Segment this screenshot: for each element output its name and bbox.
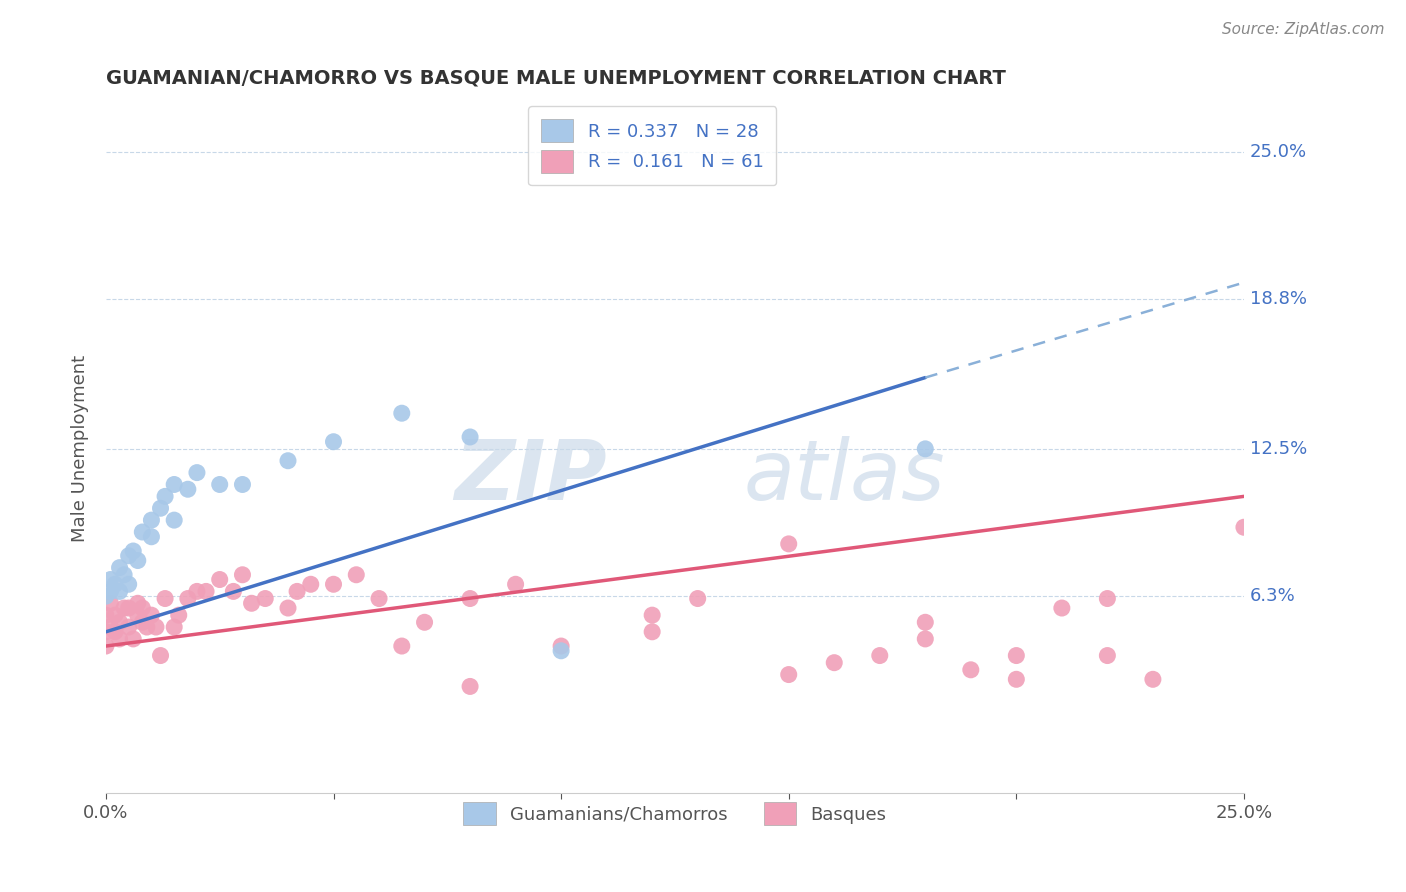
Point <box>458 680 481 694</box>
Point <box>778 537 800 551</box>
Point <box>131 524 153 539</box>
Point <box>368 591 391 606</box>
Point <box>641 624 664 639</box>
Y-axis label: Male Unemployment: Male Unemployment <box>72 355 89 542</box>
Point <box>208 573 231 587</box>
Point <box>550 639 572 653</box>
Text: ZIP: ZIP <box>454 436 606 516</box>
Point <box>108 584 131 599</box>
Point <box>177 482 200 496</box>
Text: 18.8%: 18.8% <box>1250 290 1306 308</box>
Point <box>914 442 936 456</box>
Point <box>153 591 176 606</box>
Point <box>413 615 436 630</box>
Point <box>1233 520 1256 534</box>
Point <box>778 667 800 681</box>
Point <box>823 656 845 670</box>
Point <box>277 454 299 468</box>
Point <box>127 608 149 623</box>
Point <box>149 648 172 663</box>
Point <box>1005 673 1028 687</box>
Point <box>112 601 135 615</box>
Point <box>104 577 127 591</box>
Text: Source: ZipAtlas.com: Source: ZipAtlas.com <box>1222 22 1385 37</box>
Point <box>240 596 263 610</box>
Point <box>869 648 891 663</box>
Point <box>686 591 709 606</box>
Point <box>550 644 572 658</box>
Point <box>118 577 141 591</box>
Point <box>959 663 981 677</box>
Point <box>195 584 218 599</box>
Point <box>277 601 299 615</box>
Point <box>322 434 344 449</box>
Point <box>254 591 277 606</box>
Point <box>153 489 176 503</box>
Point <box>1005 648 1028 663</box>
Text: 12.5%: 12.5% <box>1250 440 1308 458</box>
Point <box>100 584 122 599</box>
Point <box>127 596 149 610</box>
Point <box>391 406 413 420</box>
Point <box>100 596 122 610</box>
Legend: Guamanians/Chamorros, Basques: Guamanians/Chamorros, Basques <box>456 795 894 832</box>
Point <box>118 601 141 615</box>
Point <box>344 567 367 582</box>
Point <box>131 601 153 615</box>
Point <box>1097 648 1119 663</box>
Point <box>135 620 157 634</box>
Text: atlas: atlas <box>744 436 945 516</box>
Point <box>94 639 117 653</box>
Point <box>186 584 208 599</box>
Point <box>163 620 186 634</box>
Point <box>108 632 131 646</box>
Point <box>505 577 527 591</box>
Point <box>163 477 186 491</box>
Point <box>167 608 190 623</box>
Point <box>1142 673 1164 687</box>
Point <box>108 615 131 630</box>
Point <box>94 608 117 623</box>
Point <box>122 544 145 558</box>
Point <box>231 477 253 491</box>
Point <box>118 549 141 563</box>
Point <box>177 591 200 606</box>
Point <box>391 639 413 653</box>
Point <box>118 620 141 634</box>
Point <box>222 584 245 599</box>
Point <box>163 513 186 527</box>
Point <box>208 477 231 491</box>
Point <box>112 567 135 582</box>
Point <box>127 553 149 567</box>
Point <box>641 608 664 623</box>
Point <box>100 620 122 634</box>
Point <box>458 591 481 606</box>
Point <box>145 620 167 634</box>
Point <box>94 624 117 639</box>
Point <box>1050 601 1073 615</box>
Point <box>914 632 936 646</box>
Point <box>458 430 481 444</box>
Text: 25.0%: 25.0% <box>1250 143 1306 161</box>
Point <box>141 530 163 544</box>
Point <box>1097 591 1119 606</box>
Point <box>94 589 117 603</box>
Point <box>914 615 936 630</box>
Point <box>285 584 308 599</box>
Text: 6.3%: 6.3% <box>1250 587 1295 605</box>
Point <box>104 608 127 623</box>
Point <box>104 624 127 639</box>
Point <box>100 573 122 587</box>
Point <box>108 560 131 574</box>
Point <box>231 567 253 582</box>
Point <box>141 608 163 623</box>
Point <box>149 501 172 516</box>
Point <box>322 577 344 591</box>
Point <box>141 513 163 527</box>
Point <box>131 615 153 630</box>
Text: GUAMANIAN/CHAMORRO VS BASQUE MALE UNEMPLOYMENT CORRELATION CHART: GUAMANIAN/CHAMORRO VS BASQUE MALE UNEMPL… <box>105 69 1005 87</box>
Point <box>299 577 322 591</box>
Point <box>122 632 145 646</box>
Point <box>186 466 208 480</box>
